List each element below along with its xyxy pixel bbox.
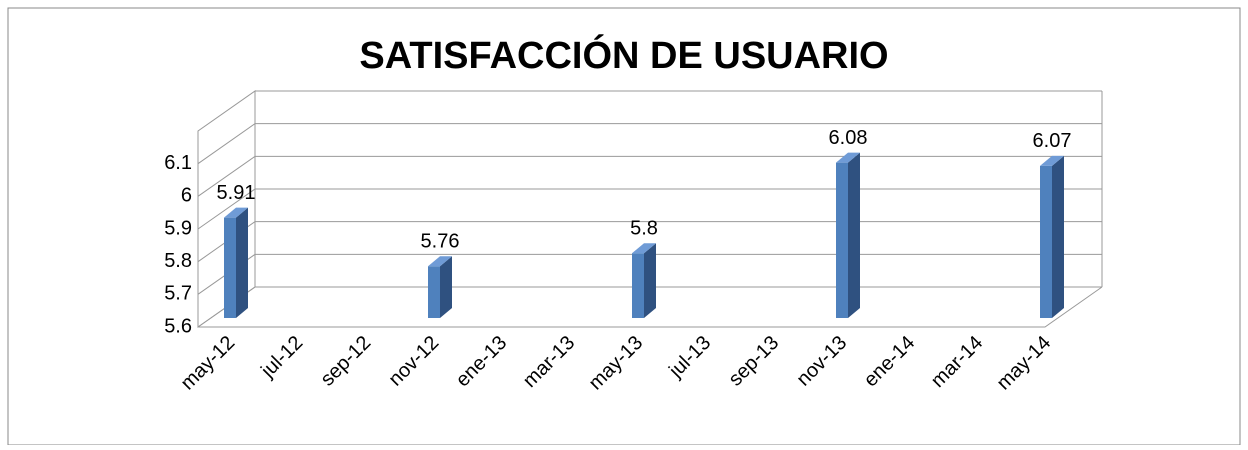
bar: [836, 152, 860, 318]
floor-edge: [198, 286, 1103, 328]
bar-front: [836, 162, 848, 318]
bar-side: [1052, 155, 1064, 318]
grid-line: [197, 286, 1102, 328]
y-tick-label: 6: [181, 185, 192, 207]
bar: [224, 207, 248, 318]
grid-line: [197, 253, 1102, 295]
bar-top: [1040, 155, 1064, 166]
grid-line: [197, 221, 1102, 263]
bar-front: [224, 217, 236, 318]
bar: [632, 243, 656, 318]
value-label: 5.91: [217, 182, 256, 204]
bar: [428, 256, 452, 318]
y-tick-label: 5.7: [164, 283, 192, 305]
grid-line: [197, 123, 1102, 165]
bar-front: [632, 253, 644, 318]
y-tick-label: 5.9: [164, 217, 192, 239]
y-tick-label: 6.1: [164, 152, 192, 174]
bar-front: [428, 266, 440, 318]
bar-top: [632, 243, 656, 254]
chart-title: SATISFACCIÓN DE USUARIO: [359, 33, 888, 77]
bar-front: [1040, 165, 1052, 318]
grid-line: [197, 155, 1102, 197]
y-tick-label: 5.6: [164, 315, 192, 337]
bar-side: [644, 243, 656, 318]
value-label: 5.8: [630, 218, 658, 240]
bar-side: [236, 207, 248, 318]
grid-line: [197, 188, 1102, 230]
value-label: 6.07: [1033, 130, 1072, 152]
chart-frame: [7, 7, 1241, 446]
value-label: 5.76: [421, 230, 460, 252]
bar: [1040, 155, 1064, 318]
value-label: 6.08: [829, 127, 868, 149]
bar-side: [848, 152, 860, 318]
y-tick-label: 5.8: [164, 250, 192, 272]
bar-side: [440, 256, 452, 318]
bar-top: [836, 152, 860, 163]
bar-top: [428, 256, 452, 267]
bar-top: [224, 207, 248, 218]
